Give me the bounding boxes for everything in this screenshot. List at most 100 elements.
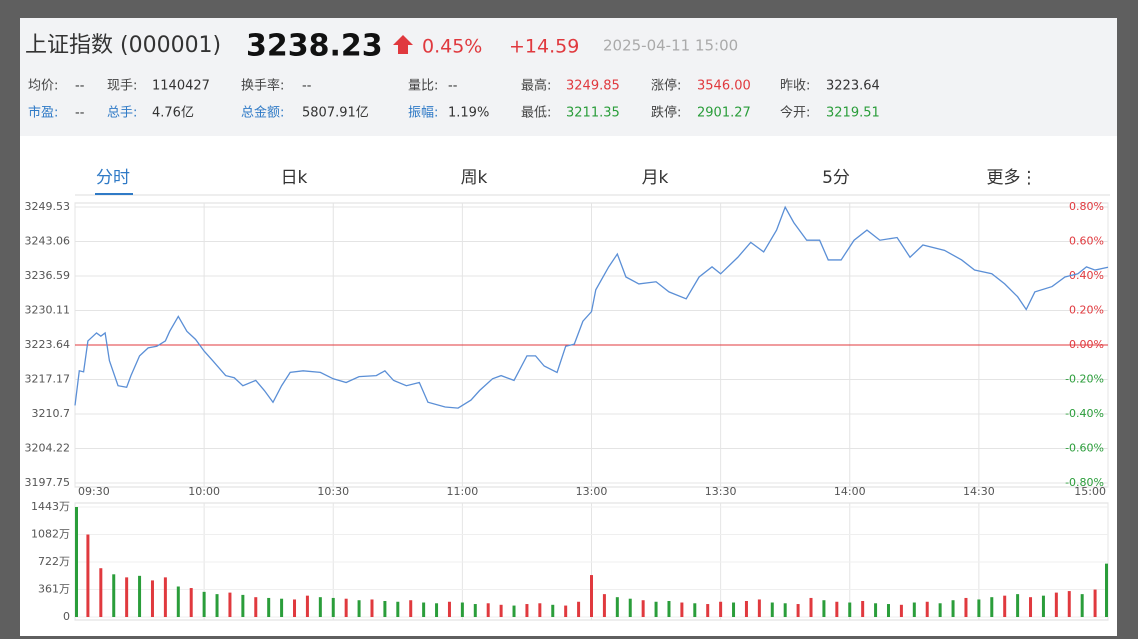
- volume-bar: [654, 601, 658, 617]
- y-tick-label: 0: [63, 610, 70, 623]
- change-pct: 0.45%: [422, 36, 482, 58]
- tab[interactable]: 分时: [96, 168, 130, 188]
- volume-bar: [228, 592, 232, 617]
- volume-bar: [254, 597, 258, 617]
- volume-bar: [951, 600, 955, 617]
- volume-bar: [280, 598, 284, 617]
- y-tick-label: 3243.06: [25, 234, 71, 247]
- stat-label: 涨停:: [651, 78, 681, 94]
- stat-value: --: [75, 79, 85, 94]
- stat-label: 振幅:: [408, 106, 438, 121]
- tab[interactable]: 5分: [822, 168, 850, 188]
- volume-bar: [551, 604, 555, 617]
- volume-bar: [564, 605, 568, 617]
- tab[interactable]: 日k: [281, 168, 308, 188]
- stat-label: 换手率:: [241, 78, 284, 94]
- volume-bar: [1016, 594, 1020, 617]
- y-tick-label: 722万: [38, 555, 70, 568]
- volume-bar: [538, 603, 542, 617]
- volume-bar: [267, 597, 271, 617]
- stat-value: 3546.00: [697, 79, 751, 94]
- stat-value: --: [302, 79, 312, 94]
- x-tick-label: 15:00: [1074, 485, 1106, 498]
- volume-bar: [318, 597, 322, 617]
- y2-tick-label: 0.80%: [1069, 200, 1104, 213]
- x-tick-label: 10:30: [317, 485, 349, 498]
- volume-bar: [99, 568, 103, 617]
- volume-bar: [357, 600, 361, 617]
- volume-bar: [719, 601, 723, 617]
- volume-bar: [189, 588, 193, 617]
- volume-bar: [383, 600, 387, 617]
- x-tick-label: 13:00: [576, 485, 608, 498]
- y-tick-label: 3210.7: [32, 407, 71, 420]
- volume-bar: [512, 605, 516, 617]
- y-tick-label: 3197.75: [25, 476, 71, 489]
- volume-bar: [577, 601, 581, 617]
- stat-label: 均价:: [28, 79, 58, 94]
- volume-bar: [241, 594, 245, 617]
- stat-label: 总金额:: [241, 105, 284, 121]
- volume-bar: [809, 597, 813, 617]
- volume-bar: [1003, 595, 1007, 617]
- volume-bar: [447, 601, 451, 617]
- volume-bar: [770, 602, 774, 617]
- volume-bar: [125, 577, 129, 617]
- volume-bar: [344, 598, 348, 617]
- tab[interactable]: 周k: [461, 168, 488, 188]
- volume-bar: [1054, 592, 1058, 617]
- volume-bar: [990, 597, 994, 617]
- volume-bar: [667, 600, 671, 617]
- stat-value: --: [448, 79, 458, 94]
- y-tick-label: 1443万: [31, 500, 70, 513]
- volume-bar: [680, 602, 684, 617]
- volume-bar: [163, 577, 167, 617]
- x-tick-label: 09:30: [78, 485, 110, 498]
- volume-bar: [1080, 594, 1084, 617]
- stat-value: 3223.64: [826, 79, 880, 94]
- volume-bar: [409, 600, 413, 617]
- tab[interactable]: 月k: [642, 168, 669, 188]
- stat-label: 跌停:: [651, 105, 681, 121]
- stat-value: --: [75, 106, 85, 121]
- volume-bar: [1093, 589, 1097, 617]
- y-tick-label: 3204.22: [25, 442, 71, 455]
- volume-bar: [732, 602, 736, 617]
- tab[interactable]: 更多⋮: [987, 168, 1038, 188]
- volume-bar: [706, 604, 710, 617]
- volume-bar: [977, 599, 981, 617]
- stat-label: 市盈:: [28, 105, 58, 121]
- volume-bar: [886, 604, 890, 617]
- x-tick-label: 14:30: [963, 485, 995, 498]
- volume-bar: [861, 600, 865, 617]
- y2-tick-label: -0.40%: [1065, 407, 1104, 420]
- volume-bar: [396, 601, 400, 617]
- y2-tick-label: -0.60%: [1065, 442, 1104, 455]
- stat-value: 3219.51: [826, 106, 880, 121]
- stat-value: 3211.35: [566, 106, 620, 121]
- volume-bar: [435, 603, 439, 617]
- volume-bar: [912, 602, 916, 617]
- volume-bar: [473, 604, 477, 617]
- datetime: 2025-04-11 15:00: [603, 37, 738, 55]
- volume-bar: [1105, 563, 1108, 617]
- volume-bar: [757, 599, 761, 617]
- y-tick-label: 3249.53: [25, 200, 71, 213]
- y2-tick-label: 0.60%: [1069, 235, 1104, 248]
- y-tick-label: 3230.11: [25, 304, 71, 317]
- y2-tick-label: -0.80%: [1065, 476, 1104, 489]
- price: 3238.23: [246, 29, 383, 64]
- y2-tick-label: 0.40%: [1069, 269, 1104, 282]
- y-tick-label: 3236.59: [25, 269, 71, 282]
- stat-label: 最高:: [521, 78, 551, 94]
- volume-bar: [112, 574, 116, 617]
- x-tick-label: 13:30: [705, 485, 737, 498]
- volume-bar: [925, 601, 929, 617]
- volume-bar: [874, 603, 878, 617]
- stat-value: 1.19%: [448, 106, 489, 121]
- stat-label: 量比:: [408, 79, 438, 94]
- stat-value: 2901.27: [697, 106, 751, 121]
- volume-bar: [293, 599, 297, 617]
- y-tick-label: 3217.17: [25, 372, 71, 385]
